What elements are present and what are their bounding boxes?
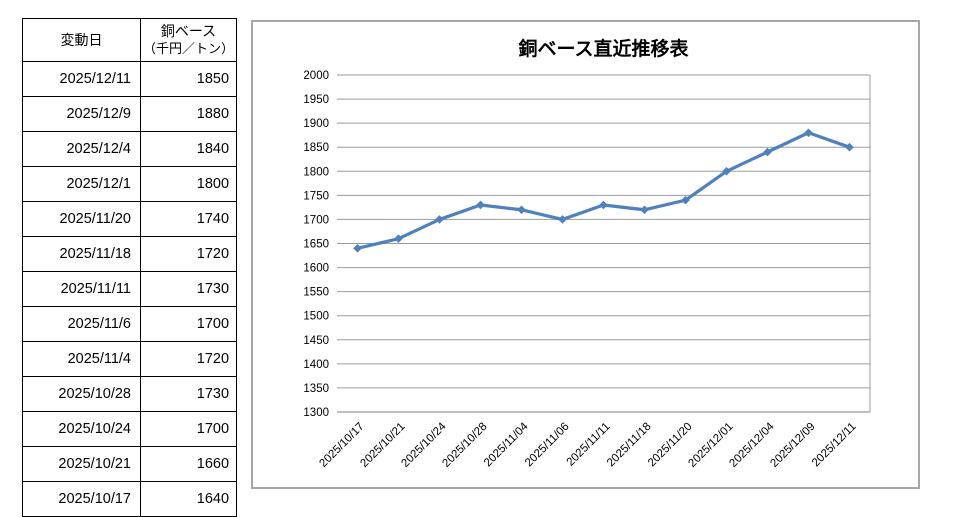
y-tick-label: 2000 <box>303 70 329 82</box>
value-cell[interactable]: 1800 <box>139 166 238 202</box>
table-row: 2025/11/20 1740 <box>22 201 238 237</box>
y-tick-label: 1350 <box>303 383 329 395</box>
table-row: 2025/12/1 1800 <box>22 166 238 202</box>
data-point-marker <box>517 205 526 215</box>
x-tick-label: 2025/12/11 <box>810 421 859 470</box>
value-cell[interactable]: 1730 <box>139 376 238 412</box>
data-point-marker <box>599 200 608 210</box>
value-cell[interactable]: 1640 <box>139 481 238 517</box>
value-cell[interactable]: 1850 <box>139 61 238 97</box>
chart-frame[interactable]: 銅ベース直近推移表 1300 1350 1400 1450 1500 1550 1600 165… <box>251 20 920 489</box>
table-row: 2025/10/28 1730 <box>22 376 238 412</box>
y-tick-label: 1850 <box>303 142 329 154</box>
data-point-marker <box>394 234 403 243</box>
col-header-price-line2: （千円／トン） <box>143 40 235 56</box>
table-row: 2025/12/4 1840 <box>22 131 238 167</box>
date-cell[interactable]: 2025/12/4 <box>22 131 141 167</box>
table-row: 2025/11/11 1730 <box>22 271 238 307</box>
y-tick-label: 1450 <box>303 335 329 347</box>
date-cell[interactable]: 2025/10/28 <box>22 376 141 412</box>
price-table: 変動日 銅ベース （千円／トン） 2025/12/11 1850 2025/12/9… <box>22 18 238 517</box>
line-chart: 銅ベース直近推移表 1300 1350 1400 1450 1500 1550 1600 165… <box>303 37 871 470</box>
x-tick-label: 2025/12/09 <box>768 421 817 470</box>
date-cell[interactable]: 2025/11/6 <box>22 306 141 342</box>
date-cell[interactable]: 2025/11/20 <box>22 201 141 237</box>
y-tick-label: 1400 <box>303 359 329 371</box>
data-line <box>355 131 852 250</box>
data-point-marker <box>681 195 690 205</box>
table-row: 2025/10/21 1660 <box>22 446 238 482</box>
y-tick-label: 1900 <box>303 118 329 130</box>
value-cell[interactable]: 1700 <box>139 411 238 447</box>
col-header-date-label: 変動日 <box>60 31 103 48</box>
y-tick-label: 1700 <box>303 214 329 226</box>
value-cell[interactable]: 1840 <box>139 131 238 167</box>
date-cell[interactable]: 2025/11/4 <box>22 341 141 377</box>
date-cell[interactable]: 2025/11/11 <box>22 271 141 307</box>
date-cell[interactable]: 2025/10/17 <box>22 481 141 517</box>
y-tick-label: 1500 <box>303 311 329 323</box>
col-header-price: 銅ベース （千円／トン） <box>139 18 238 62</box>
table-header-row: 変動日 銅ベース （千円／トン） <box>22 18 238 62</box>
value-cell[interactable]: 1740 <box>139 201 238 237</box>
y-tick-label: 1600 <box>303 263 329 275</box>
y-tick-label: 1650 <box>303 239 329 251</box>
value-cell[interactable]: 1700 <box>139 306 238 342</box>
y-tick-label: 1300 <box>303 407 329 419</box>
date-cell[interactable]: 2025/10/24 <box>22 411 141 447</box>
chart-title: 銅ベース直近推移表 <box>518 37 689 60</box>
table-row: 2025/10/17 1640 <box>22 481 238 517</box>
table-row: 2025/11/4 1720 <box>22 341 238 377</box>
value-cell[interactable]: 1720 <box>139 341 238 377</box>
table-row: 2025/12/9 1880 <box>22 96 238 132</box>
data-point-marker <box>353 244 362 253</box>
data-point-marker <box>476 200 485 210</box>
col-header-date: 変動日 <box>22 18 141 62</box>
col-header-price-line1: 銅ベース <box>160 23 217 40</box>
value-cell[interactable]: 1880 <box>139 96 238 132</box>
y-tick-label: 1550 <box>303 287 329 299</box>
data-point-marker <box>640 205 649 215</box>
table-row: 2025/10/24 1700 <box>22 411 238 447</box>
data-point-marker <box>763 147 772 157</box>
date-cell[interactable]: 2025/12/1 <box>22 166 141 202</box>
data-point-marker <box>558 215 567 224</box>
value-cell[interactable]: 1660 <box>139 446 238 482</box>
x-tick-label: 2025/10/28 <box>440 421 489 470</box>
x-tick-label: 2025/11/06 <box>523 421 572 470</box>
y-tick-label: 1800 <box>303 166 329 178</box>
table-row: 2025/11/6 1700 <box>22 306 238 342</box>
data-point-marker <box>845 142 854 152</box>
y-tick-label: 1750 <box>303 190 329 202</box>
table-row: 2025/12/11 1850 <box>22 61 238 97</box>
date-cell[interactable]: 2025/11/18 <box>22 236 141 272</box>
data-point-marker <box>435 215 444 224</box>
data-point-marker <box>804 128 813 138</box>
date-cell[interactable]: 2025/12/11 <box>22 61 141 97</box>
value-cell[interactable]: 1720 <box>139 236 238 272</box>
value-cell[interactable]: 1730 <box>139 271 238 307</box>
table-row: 2025/11/18 1720 <box>22 236 238 272</box>
y-tick-label: 1950 <box>303 94 329 106</box>
date-cell[interactable]: 2025/10/21 <box>22 446 141 482</box>
date-cell[interactable]: 2025/12/9 <box>22 96 141 132</box>
